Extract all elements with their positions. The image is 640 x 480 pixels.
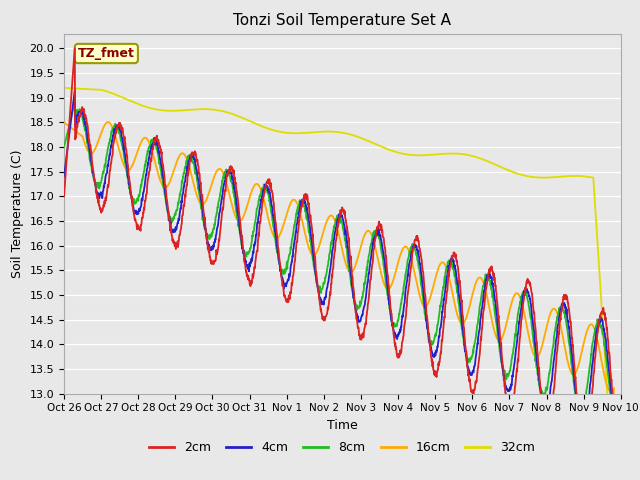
Y-axis label: Soil Temperature (C): Soil Temperature (C) — [11, 149, 24, 278]
Title: Tonzi Soil Temperature Set A: Tonzi Soil Temperature Set A — [234, 13, 451, 28]
Text: TZ_fmet: TZ_fmet — [78, 47, 135, 60]
X-axis label: Time: Time — [327, 419, 358, 432]
Legend: 2cm, 4cm, 8cm, 16cm, 32cm: 2cm, 4cm, 8cm, 16cm, 32cm — [145, 436, 540, 459]
